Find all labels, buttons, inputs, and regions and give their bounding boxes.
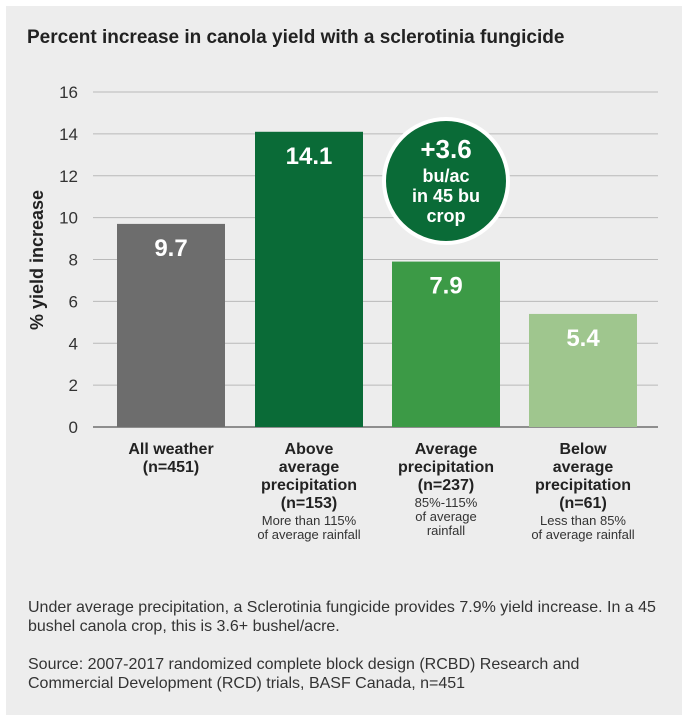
category-label: Below [559, 441, 607, 458]
category-note: More than 115% [262, 513, 357, 528]
category-label: Above [285, 441, 334, 458]
data-label: 5.4 [566, 325, 600, 352]
y-tick-label: 12 [59, 167, 78, 186]
summary-caption: Under average precipitation, a Sclerotin… [28, 599, 656, 635]
y-tick-label: 0 [69, 418, 78, 437]
category-label: (n=237) [418, 477, 474, 494]
data-label: 9.7 [154, 235, 187, 262]
bar [392, 261, 500, 427]
y-tick-label: 6 [69, 292, 78, 311]
category-label: average [279, 459, 340, 476]
category-label: (n=61) [559, 495, 607, 512]
category-label: (n=153) [281, 495, 337, 512]
category-label: precipitation [535, 477, 631, 494]
category-note: Less than 85% [540, 513, 626, 528]
annotation-text: in 45 bu [412, 186, 480, 206]
y-tick-label: 16 [59, 83, 78, 102]
annotation-text: crop [426, 206, 465, 226]
category-note: rainfall [427, 523, 465, 538]
bar [255, 131, 363, 427]
y-tick-label: 14 [59, 125, 78, 144]
category-label: Average [415, 441, 478, 458]
category-label: average [553, 459, 614, 476]
chart-title: Percent increase in canola yield with a … [27, 27, 565, 48]
y-tick-label: 8 [69, 251, 78, 270]
category-label: precipitation [398, 459, 494, 476]
y-axis-label: % yield increase [27, 190, 47, 330]
category-note: of average rainfall [531, 527, 634, 542]
y-tick-label: 2 [69, 376, 78, 395]
y-tick-label: 10 [59, 209, 78, 228]
annotation-text: bu/ac [422, 166, 469, 186]
bar [529, 313, 637, 427]
category-note: 85%-115% [415, 495, 478, 510]
category-label: (n=451) [143, 459, 199, 476]
category-label: All weather [128, 441, 213, 458]
category-note: of average rainfall [257, 527, 360, 542]
category-label: precipitation [261, 477, 357, 494]
annotation-badge [382, 117, 510, 245]
annotation-text: +3.6 [420, 134, 471, 164]
y-tick-label: 4 [69, 334, 78, 353]
data-label: 14.1 [286, 143, 333, 170]
bar [117, 223, 225, 427]
category-note: of average [415, 509, 476, 524]
data-label: 7.9 [429, 273, 462, 300]
source-caption: Source: 2007-2017 randomized complete bl… [28, 656, 580, 692]
